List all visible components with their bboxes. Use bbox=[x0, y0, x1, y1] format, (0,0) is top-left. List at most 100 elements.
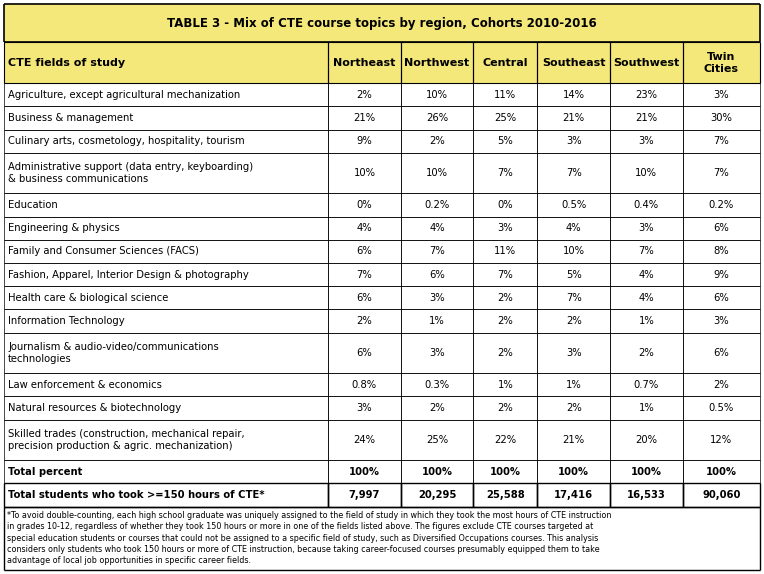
Bar bbox=[401, 309, 474, 332]
Text: 3%: 3% bbox=[357, 403, 372, 413]
Text: Business & management: Business & management bbox=[8, 113, 133, 123]
Bar bbox=[683, 193, 760, 216]
Text: Agriculture, except agricultural mechanization: Agriculture, except agricultural mechani… bbox=[8, 90, 240, 100]
Bar bbox=[4, 4, 760, 42]
Text: 2%: 2% bbox=[497, 316, 513, 326]
Bar bbox=[683, 420, 760, 460]
Bar bbox=[401, 106, 474, 130]
Bar bbox=[328, 263, 401, 286]
Text: 20%: 20% bbox=[636, 435, 657, 445]
Bar bbox=[328, 216, 401, 240]
Text: 24%: 24% bbox=[354, 435, 375, 445]
Text: 2%: 2% bbox=[639, 348, 654, 358]
Text: 4%: 4% bbox=[566, 223, 581, 233]
Bar bbox=[328, 240, 401, 263]
Bar bbox=[328, 42, 401, 83]
Bar bbox=[4, 42, 328, 83]
Text: 3%: 3% bbox=[714, 90, 729, 100]
Bar bbox=[537, 483, 610, 507]
Text: 2%: 2% bbox=[429, 403, 445, 413]
Bar bbox=[4, 263, 328, 286]
Bar bbox=[537, 420, 610, 460]
Text: 1%: 1% bbox=[429, 316, 445, 326]
Text: Northwest: Northwest bbox=[404, 58, 470, 68]
Bar bbox=[537, 240, 610, 263]
Bar bbox=[683, 286, 760, 309]
Bar bbox=[537, 216, 610, 240]
Text: 21%: 21% bbox=[354, 113, 375, 123]
Bar bbox=[683, 240, 760, 263]
Text: 7%: 7% bbox=[357, 270, 372, 280]
Text: 0.5%: 0.5% bbox=[561, 200, 586, 210]
Bar bbox=[4, 83, 328, 106]
Bar bbox=[328, 193, 401, 216]
Bar bbox=[4, 153, 328, 193]
Bar bbox=[683, 216, 760, 240]
Text: 3%: 3% bbox=[429, 348, 445, 358]
Text: Fashion, Apparel, Interior Design & photography: Fashion, Apparel, Interior Design & phot… bbox=[8, 270, 249, 280]
Bar bbox=[610, 106, 683, 130]
Bar bbox=[683, 483, 760, 507]
Text: 0%: 0% bbox=[497, 200, 513, 210]
Bar bbox=[537, 373, 610, 397]
Bar bbox=[610, 332, 683, 373]
Text: 7%: 7% bbox=[714, 168, 729, 178]
Text: 21%: 21% bbox=[562, 113, 584, 123]
Text: Administrative support (data entry, keyboarding)
& business communications: Administrative support (data entry, keyb… bbox=[8, 162, 253, 184]
Bar bbox=[610, 460, 683, 483]
Text: 3%: 3% bbox=[497, 223, 513, 233]
Text: 25,588: 25,588 bbox=[486, 490, 525, 500]
Text: 0.3%: 0.3% bbox=[425, 380, 450, 390]
Text: 100%: 100% bbox=[422, 467, 452, 477]
Text: 3%: 3% bbox=[566, 136, 581, 146]
Bar bbox=[401, 130, 474, 153]
Text: 0%: 0% bbox=[357, 200, 372, 210]
Bar bbox=[683, 130, 760, 153]
Bar bbox=[401, 332, 474, 373]
Text: 1%: 1% bbox=[566, 380, 581, 390]
Text: 7%: 7% bbox=[714, 136, 729, 146]
Text: Engineering & physics: Engineering & physics bbox=[8, 223, 120, 233]
Text: 17,416: 17,416 bbox=[554, 490, 594, 500]
Bar bbox=[401, 286, 474, 309]
Text: 100%: 100% bbox=[490, 467, 521, 477]
Bar bbox=[537, 286, 610, 309]
Bar bbox=[537, 153, 610, 193]
Bar bbox=[401, 216, 474, 240]
Bar bbox=[474, 309, 537, 332]
Bar bbox=[4, 507, 760, 570]
Text: Family and Consumer Sciences (FACS): Family and Consumer Sciences (FACS) bbox=[8, 246, 199, 257]
Text: Law enforcement & economics: Law enforcement & economics bbox=[8, 380, 162, 390]
Bar bbox=[683, 460, 760, 483]
Bar bbox=[474, 460, 537, 483]
Bar bbox=[683, 83, 760, 106]
Text: Total students who took >=150 hours of CTE*: Total students who took >=150 hours of C… bbox=[8, 490, 264, 500]
Text: 21%: 21% bbox=[562, 435, 584, 445]
Text: 90,060: 90,060 bbox=[702, 490, 740, 500]
Text: CTE fields of study: CTE fields of study bbox=[8, 58, 125, 68]
Bar bbox=[474, 240, 537, 263]
Bar bbox=[683, 397, 760, 420]
Bar bbox=[474, 83, 537, 106]
Text: 2%: 2% bbox=[566, 403, 581, 413]
Bar bbox=[474, 373, 537, 397]
Text: Southwest: Southwest bbox=[613, 58, 679, 68]
Bar bbox=[683, 332, 760, 373]
Bar bbox=[537, 106, 610, 130]
Text: Journalism & audio-video/communications
technologies: Journalism & audio-video/communications … bbox=[8, 342, 219, 364]
Bar bbox=[4, 193, 328, 216]
Bar bbox=[328, 373, 401, 397]
Bar bbox=[474, 153, 537, 193]
Text: 21%: 21% bbox=[636, 113, 658, 123]
Text: 30%: 30% bbox=[711, 113, 732, 123]
Text: Southeast: Southeast bbox=[542, 58, 606, 68]
Bar bbox=[610, 420, 683, 460]
Text: 1%: 1% bbox=[497, 380, 513, 390]
Text: 5%: 5% bbox=[566, 270, 581, 280]
Bar bbox=[537, 263, 610, 286]
Bar bbox=[537, 309, 610, 332]
Text: 2%: 2% bbox=[714, 380, 729, 390]
Bar bbox=[610, 130, 683, 153]
Text: 2%: 2% bbox=[357, 316, 372, 326]
Bar bbox=[4, 240, 328, 263]
